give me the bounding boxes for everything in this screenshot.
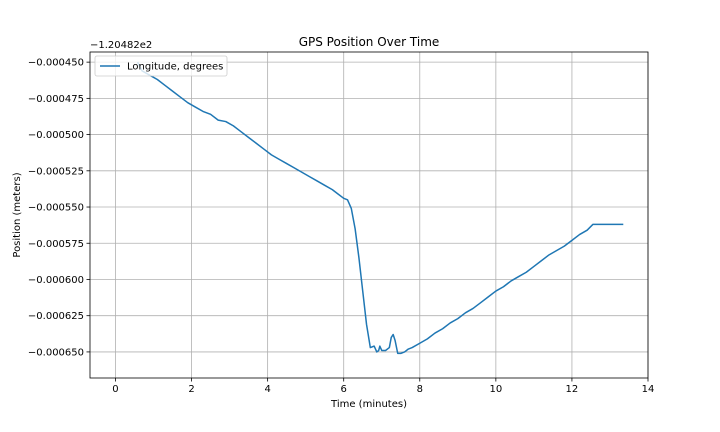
legend-box	[94, 55, 228, 77]
x-tick-label: 10	[489, 384, 502, 395]
x-tick-label: 4	[264, 384, 270, 395]
x-tick-label: 14	[642, 384, 655, 395]
x-tick-label: 6	[341, 384, 347, 395]
y-tick-label: −0.000475	[28, 94, 84, 105]
y-tick-label: −0.000575	[28, 239, 84, 250]
series-layer	[136, 61, 624, 355]
y-ticks: −0.000450 −0.000475 −0.000500 −0.000525 −0.0…	[28, 58, 90, 358]
plot-frame	[89, 51, 649, 379]
chart-title: GPS Position Over Time	[299, 35, 440, 49]
y-tick-label: −0.000525	[28, 166, 84, 177]
y-tick-label: −0.000550	[28, 203, 84, 214]
x-tick-label: 8	[417, 384, 423, 395]
x-ticks: 0 2 4 6 8 10 12 14	[112, 378, 654, 395]
series-line-longitude	[136, 61, 624, 355]
x-axis-label: Time (minutes)	[330, 399, 407, 410]
x-tick-label: 0	[112, 384, 118, 395]
x-tick-label: 12	[566, 384, 579, 395]
y-tick-label: −0.000650	[28, 347, 84, 358]
y-tick-label: −0.000500	[28, 130, 84, 141]
legend: Longitude, degrees	[94, 55, 228, 77]
y-tick-label: −0.000450	[28, 58, 84, 69]
y-tick-label: −0.000625	[28, 311, 84, 322]
legend-entry-label: Longitude, degrees	[127, 62, 223, 73]
y-offset-text: −1.20482e2	[90, 40, 152, 51]
x-tick-label: 2	[188, 384, 194, 395]
y-tick-label: −0.000600	[28, 275, 84, 286]
y-axis-label: Position (meters)	[12, 172, 23, 257]
